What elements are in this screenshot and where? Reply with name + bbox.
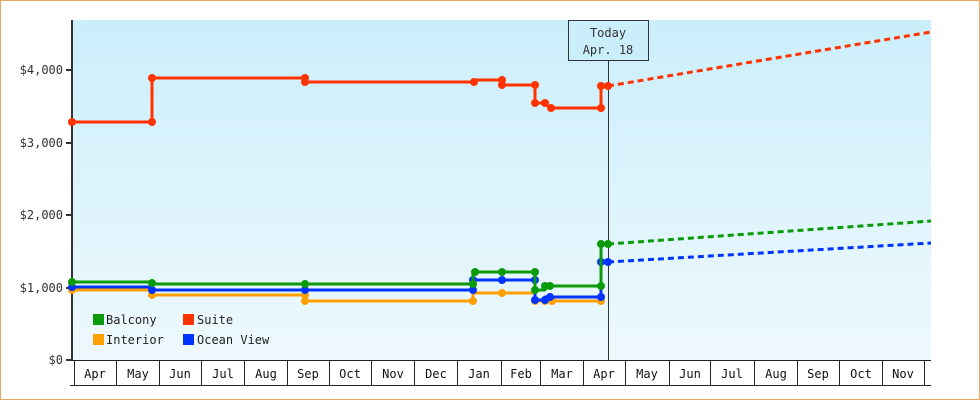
y-tick-label: $4,000 [20, 63, 63, 77]
month-label: Aug [255, 367, 277, 381]
series-balcony [68, 219, 932, 294]
month-label: May [127, 367, 149, 381]
month-label: Sep [807, 367, 829, 381]
x-axis [70, 360, 931, 386]
month-label: May [636, 367, 658, 381]
month-label: Feb [510, 367, 532, 381]
month-label: Jul [721, 367, 743, 381]
month-label: Mar [551, 367, 573, 381]
month-label: Jul [212, 367, 234, 381]
today-date: Apr. 18 [583, 43, 634, 57]
x-tick-labels: Apr May Jun Jul Aug Sep Oct Nov Dec Jan … [84, 367, 914, 381]
y-tick-label: $3,000 [20, 136, 63, 150]
month-label: Sep [297, 367, 319, 381]
y-tick-label: $0 [49, 353, 63, 367]
month-label: Jun [169, 367, 191, 381]
month-label: Jun [679, 367, 701, 381]
month-label: Nov [892, 367, 914, 381]
legend-swatch-suite [183, 314, 194, 325]
month-label: Oct [339, 367, 361, 381]
legend-label-interior: Interior [106, 333, 164, 347]
month-label: Jan [468, 367, 490, 381]
month-label: Dec [425, 367, 447, 381]
today-label: Today [590, 26, 626, 40]
legend-swatch-balcony [93, 314, 104, 325]
legend-swatch-ocean-view [183, 334, 194, 345]
y-tick-label: $1,000 [20, 281, 63, 295]
month-label: Apr [84, 367, 106, 381]
month-label: Aug [765, 367, 787, 381]
plot-area [72, 20, 931, 360]
legend-swatch-interior [93, 334, 104, 345]
legend-label-suite: Suite [197, 313, 233, 327]
legend-label-ocean-view: Ocean View [197, 333, 270, 347]
month-label: Oct [850, 367, 872, 381]
month-label: Nov [382, 367, 404, 381]
month-label: Apr [593, 367, 615, 381]
legend-label-balcony: Balcony [106, 313, 157, 327]
chart-legend: Balcony Suite Interior Ocean View [93, 313, 270, 347]
today-marker-box [568, 20, 649, 61]
series-suite [68, 30, 932, 126]
y-tick-label: $2,000 [20, 208, 63, 222]
